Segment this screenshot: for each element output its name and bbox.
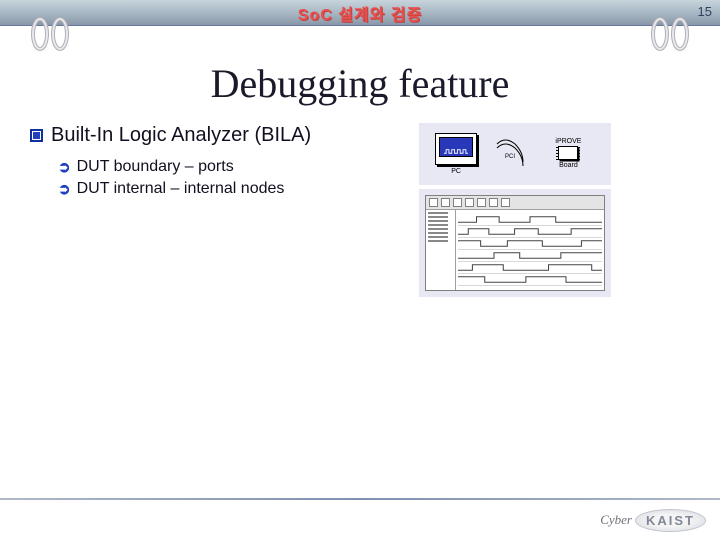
footer-separator xyxy=(0,498,720,500)
binder-ring-icon xyxy=(50,16,70,52)
waveform-screenshot xyxy=(419,189,611,297)
arrow-right-icon: ➲ xyxy=(58,158,71,176)
chip-icon xyxy=(558,146,578,160)
app-window xyxy=(425,195,605,291)
logo-kaist-text: KAIST xyxy=(635,509,706,532)
waveform-panel xyxy=(456,210,604,290)
toolbar-button-icon xyxy=(501,198,510,207)
hardware-diagram: PC PCI iPROVE Board xyxy=(419,123,611,185)
toolbar-button-icon xyxy=(465,198,474,207)
board-label: Board xyxy=(559,162,578,170)
iprove-label: iPROVE xyxy=(555,138,581,146)
header-title: SoC 설계와 검증 xyxy=(298,1,423,25)
binder-ring-icon xyxy=(30,16,50,52)
binder-ring-icon xyxy=(670,16,690,52)
signal-tree xyxy=(426,210,456,290)
toolbar-button-icon xyxy=(441,198,450,207)
pci-label: PCI xyxy=(505,154,515,160)
pci-cable-icon: PCI xyxy=(495,134,525,174)
sub-bullet-text: DUT boundary – ports xyxy=(77,158,234,176)
binder-ring-icon xyxy=(650,16,670,52)
left-column: Built-In Logic Analyzer (BILA) ➲ DUT bou… xyxy=(30,123,413,297)
app-toolbar xyxy=(426,196,604,210)
footer-logo: Cyber KAIST xyxy=(600,506,706,534)
page-number: 15 xyxy=(698,4,712,19)
toolbar-button-icon xyxy=(453,198,462,207)
bullet-main: Built-In Logic Analyzer (BILA) xyxy=(30,123,413,148)
square-bullet-icon xyxy=(30,129,43,142)
pc-icon xyxy=(435,133,477,165)
toolbar-button-icon xyxy=(489,198,498,207)
content-area: Built-In Logic Analyzer (BILA) ➲ DUT bou… xyxy=(0,117,720,297)
arrow-right-icon: ➲ xyxy=(58,180,71,198)
sub-bullet-text: DUT internal – internal nodes xyxy=(77,180,285,198)
sub-bullet: ➲ DUT boundary – ports xyxy=(58,158,413,176)
header-bar: SoC 설계와 검증 15 xyxy=(0,0,720,26)
right-column: PC PCI iPROVE Board xyxy=(413,123,690,297)
toolbar-button-icon xyxy=(477,198,486,207)
toolbar-button-icon xyxy=(429,198,438,207)
slide-title: Debugging feature xyxy=(0,60,720,107)
bullet-main-text: Built-In Logic Analyzer (BILA) xyxy=(51,123,311,148)
sub-bullet-list: ➲ DUT boundary – ports ➲ DUT internal – … xyxy=(30,158,413,198)
logo-cyber-text: Cyber xyxy=(600,512,632,528)
pc-label: PC xyxy=(451,168,461,175)
sub-bullet: ➲ DUT internal – internal nodes xyxy=(58,180,413,198)
